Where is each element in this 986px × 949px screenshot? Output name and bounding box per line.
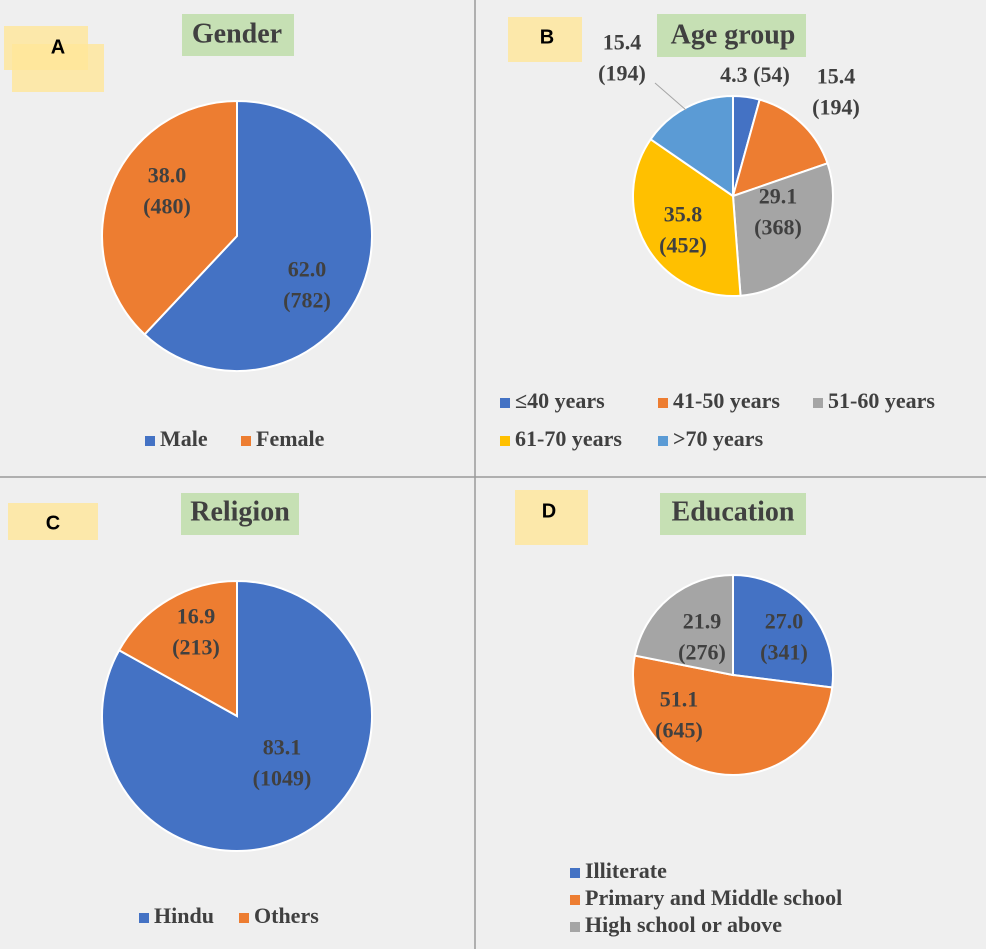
panel-label: C <box>46 512 60 534</box>
pie-slice <box>633 573 734 677</box>
data-label: 38.0 <box>148 163 187 188</box>
legend-swatch <box>500 436 510 446</box>
legend-swatch <box>145 436 155 446</box>
data-label: 15.4 <box>603 30 642 55</box>
title-highlight <box>182 14 294 56</box>
data-label: 35.8 <box>664 202 703 227</box>
legend-label: >70 years <box>673 426 764 451</box>
data-label: (1049) <box>253 766 312 791</box>
data-label: (341) <box>760 640 808 665</box>
pie-slice <box>632 137 742 297</box>
data-label: (213) <box>172 635 220 660</box>
legend-swatch <box>570 922 580 932</box>
title-highlight <box>660 493 806 535</box>
legend-label: 61-70 years <box>515 426 622 451</box>
data-label: (368) <box>754 215 802 240</box>
panel-label-box <box>12 44 104 92</box>
chart-title: Age group <box>671 19 796 50</box>
data-label: (452) <box>659 233 707 258</box>
leader-line <box>654 82 687 111</box>
panel-label: D <box>542 500 556 522</box>
data-label: 4.3 (54) <box>720 62 790 87</box>
panel-label-box <box>508 17 582 62</box>
data-label: (645) <box>655 718 703 743</box>
pie-slice <box>117 579 238 718</box>
pie-slice <box>632 654 834 776</box>
pie-slice <box>143 99 373 372</box>
legend-label: Primary and Middle school <box>585 885 842 910</box>
legend-label: Illiterate <box>585 858 667 883</box>
panel-label: B <box>540 26 554 48</box>
legend-swatch <box>570 868 580 878</box>
legend-swatch <box>570 895 580 905</box>
legend-label: Male <box>160 426 208 451</box>
panel-label-box <box>8 503 98 540</box>
pie-slice <box>731 98 829 198</box>
chart-title: Religion <box>190 496 290 527</box>
title-highlight <box>181 493 299 535</box>
panel-label: A <box>51 36 65 58</box>
data-label: (276) <box>678 640 726 665</box>
pie-slice <box>101 99 238 336</box>
legend-swatch <box>241 436 251 446</box>
legend-swatch <box>239 913 249 923</box>
legend-swatch <box>813 398 823 408</box>
legend-label: 41-50 years <box>673 388 780 413</box>
legend-swatch <box>500 398 510 408</box>
legend-swatch <box>658 436 668 446</box>
chart-title: Education <box>672 496 795 527</box>
chart-title: Gender <box>192 18 282 49</box>
pie-slice <box>731 162 834 297</box>
pie-slice <box>732 573 834 689</box>
title-highlight <box>657 14 806 57</box>
data-label: 29.1 <box>759 184 798 209</box>
data-label: 21.9 <box>683 609 722 634</box>
panel-label-box <box>515 490 588 545</box>
legend-label: 51-60 years <box>828 388 935 413</box>
legend-label: High school or above <box>585 912 782 937</box>
data-label: 16.9 <box>177 604 216 629</box>
legend-label: Others <box>254 903 319 928</box>
data-label: (194) <box>812 95 860 120</box>
pie-slice <box>649 94 734 198</box>
legend-label: Female <box>256 426 325 451</box>
data-label: 27.0 <box>765 609 804 634</box>
legend-swatch <box>658 398 668 408</box>
data-label: (480) <box>143 194 191 219</box>
data-label: 62.0 <box>288 257 327 282</box>
data-label: (782) <box>283 288 331 313</box>
data-label: 83.1 <box>263 735 302 760</box>
data-label: 51.1 <box>660 687 699 712</box>
legend-label: ≤40 years <box>515 388 605 413</box>
legend-swatch <box>139 913 149 923</box>
data-label: (194) <box>598 61 646 86</box>
legend-label: Hindu <box>154 903 214 928</box>
data-label: 15.4 <box>817 64 856 89</box>
